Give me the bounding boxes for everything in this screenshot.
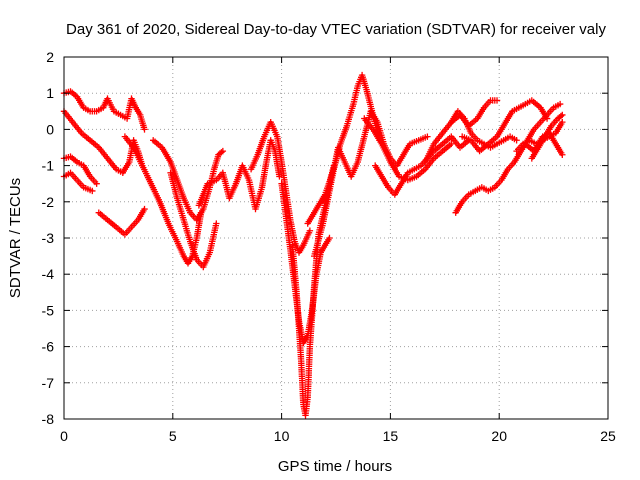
y-tick-label: 2 bbox=[46, 49, 54, 65]
y-tick-label: -6 bbox=[42, 339, 55, 355]
y-tick-label: -5 bbox=[42, 302, 55, 318]
y-axis-label: SDTVAR / TECUs bbox=[7, 178, 24, 298]
series-track-e bbox=[95, 205, 148, 238]
series-track-j bbox=[247, 119, 314, 256]
series-track-i bbox=[195, 137, 283, 213]
x-tick-label: 25 bbox=[600, 428, 616, 444]
y-tick-label: -2 bbox=[42, 194, 55, 210]
point-markers bbox=[304, 71, 383, 227]
x-tick-label: 20 bbox=[491, 428, 507, 444]
x-tick-label: 15 bbox=[383, 428, 399, 444]
y-tick-label: -8 bbox=[42, 411, 55, 427]
series-track-m bbox=[304, 71, 383, 227]
grid bbox=[64, 57, 608, 419]
x-tick-label: 5 bbox=[169, 428, 177, 444]
point-markers bbox=[522, 129, 566, 158]
series-track-l bbox=[289, 162, 338, 419]
y-tick-label: -1 bbox=[42, 158, 55, 174]
series-track-w bbox=[522, 129, 566, 158]
y-tick-label: -4 bbox=[42, 266, 55, 282]
x-tick-label: 0 bbox=[60, 428, 68, 444]
point-markers bbox=[289, 162, 338, 419]
point-markers bbox=[195, 137, 283, 213]
series-track-p bbox=[372, 133, 472, 198]
y-tick-label: 0 bbox=[46, 121, 54, 137]
y-tick-label: -3 bbox=[42, 230, 55, 246]
axis-ticks: 0 5 10 15 20 25 -8 -7 -6 -5 -4 -3 -2 -1 0 1 2 bbox=[42, 49, 616, 444]
point-markers bbox=[95, 205, 148, 238]
data-points bbox=[60, 71, 566, 419]
point-markers bbox=[247, 119, 314, 256]
x-tick-label: 10 bbox=[274, 428, 290, 444]
point-markers bbox=[167, 169, 220, 271]
point-markers bbox=[372, 133, 472, 198]
series-track-h bbox=[167, 169, 220, 271]
series-track-s bbox=[459, 97, 551, 155]
y-tick-label: -7 bbox=[42, 375, 55, 391]
y-tick-label: 1 bbox=[46, 85, 54, 101]
chart-title: Day 361 of 2020, Sidereal Day-to-day VTE… bbox=[66, 21, 606, 38]
point-markers bbox=[459, 97, 551, 155]
x-axis-label: GPS time / hours bbox=[278, 458, 392, 475]
